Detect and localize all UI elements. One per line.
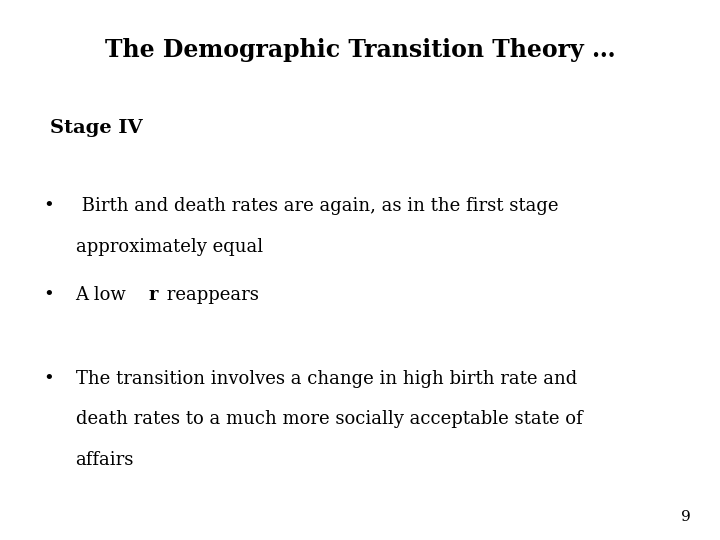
Text: reappears: reappears	[161, 286, 258, 304]
Text: •: •	[43, 370, 54, 388]
Text: approximately equal: approximately equal	[76, 238, 263, 255]
Text: 9: 9	[681, 510, 691, 524]
Text: The Demographic Transition Theory …: The Demographic Transition Theory …	[104, 38, 616, 62]
Text: Birth and death rates are again, as in the first stage: Birth and death rates are again, as in t…	[76, 197, 558, 215]
Text: A low: A low	[76, 286, 132, 304]
Text: •: •	[43, 286, 54, 304]
Text: Stage IV: Stage IV	[50, 119, 143, 137]
Text: r: r	[148, 286, 158, 304]
Text: death rates to a much more socially acceptable state of: death rates to a much more socially acce…	[76, 410, 582, 428]
Text: The transition involves a change in high birth rate and: The transition involves a change in high…	[76, 370, 577, 388]
Text: •: •	[43, 197, 54, 215]
Text: affairs: affairs	[76, 451, 134, 469]
